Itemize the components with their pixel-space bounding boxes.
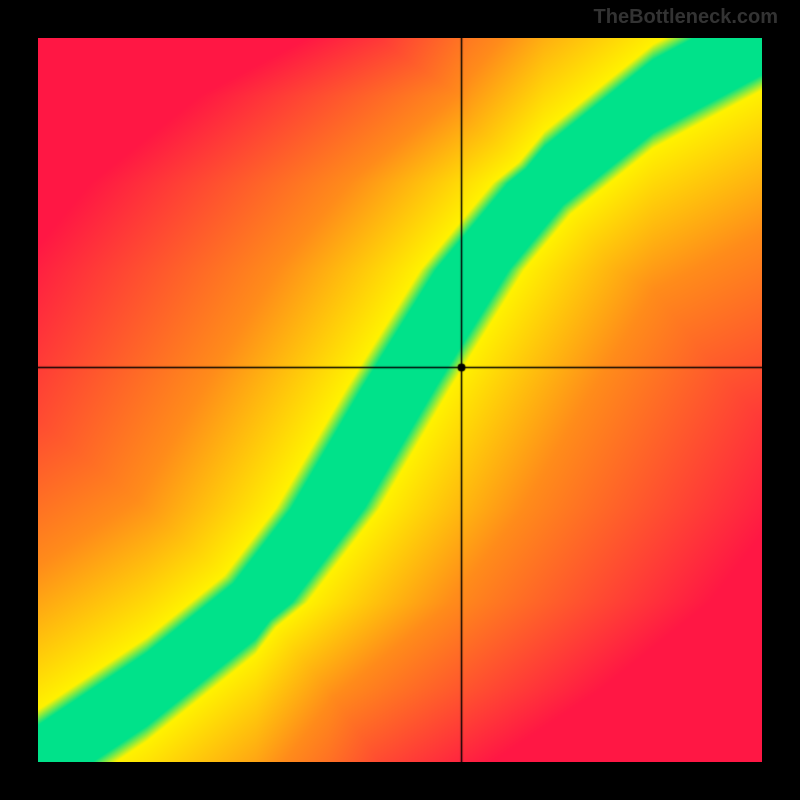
bottleneck-heatmap [38,38,762,762]
heatmap-canvas [38,38,762,762]
watermark-text: TheBottleneck.com [594,6,778,29]
